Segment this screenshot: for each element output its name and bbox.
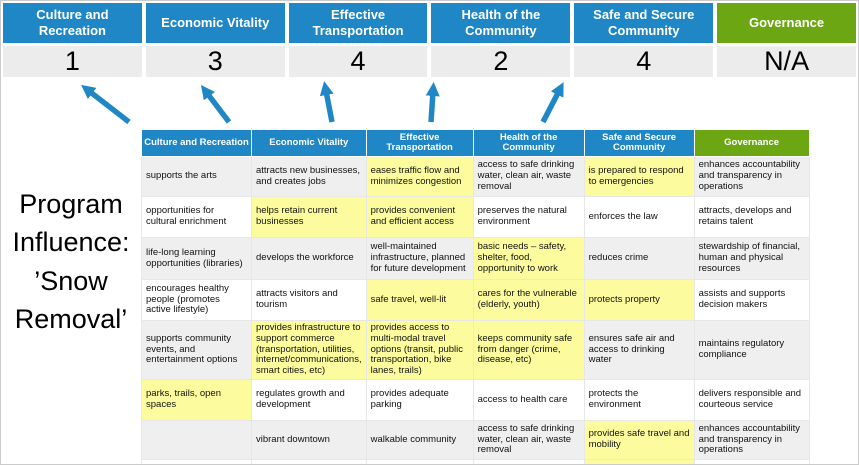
matrix-cell: encourages healthy people (promotes acti… xyxy=(141,279,252,321)
matrix-cell xyxy=(693,459,810,464)
matrix-cell: delivers responsible and courteous servi… xyxy=(693,379,810,421)
priority-score-6: N/A xyxy=(717,46,856,77)
matrix-cell: walkable community xyxy=(365,420,474,460)
matrix-row-5: supports community events, and entertain… xyxy=(141,320,810,380)
matrix-cell: provides adequate parking xyxy=(365,379,474,421)
matrix-cell-highlighted: provides convenient and efficient access xyxy=(365,196,474,238)
matrix-cell-highlighted: basic needs – safety, shelter, food, opp… xyxy=(472,237,585,280)
matrix-cell: preserves the natural environment xyxy=(472,196,585,238)
arrow-up-icon-5 xyxy=(540,82,564,124)
matrix-cell: protects the environment xyxy=(583,379,695,421)
matrix-body: supports the arts attracts new businesses… xyxy=(141,156,810,464)
matrix-cell-highlighted: provides infrastructure to support comme… xyxy=(251,320,367,380)
priority-header-1: Culture and Recreation xyxy=(3,3,142,43)
matrix-row-2: opportunities for cultural enrichment hel… xyxy=(141,196,810,238)
priority-header-5: Safe and Secure Community xyxy=(574,3,714,43)
matrix-cell: assists and supports decision makers xyxy=(693,279,810,321)
matrix-row-4: encourages healthy people (promotes acti… xyxy=(141,279,810,321)
program-label-line: Removal’ xyxy=(14,303,128,334)
priority-header-4: Health of the Community xyxy=(431,3,571,43)
matrix-cell-highlighted: provides access to multi-modal travel op… xyxy=(365,320,474,380)
influence-matrix: Culture and Recreation Economic Vitality E… xyxy=(141,129,810,464)
matrix-row-1: supports the arts attracts new businesses… xyxy=(141,156,810,197)
matrix-row-7: vibrant downtown walkable community access… xyxy=(141,420,810,460)
matrix-column-header-1: Culture and Recreation xyxy=(141,129,252,157)
matrix-cell-highlighted: safe travel, well-lit xyxy=(365,279,474,321)
priority-score-1: 1 xyxy=(3,46,142,77)
matrix-column-header-2: Economic Vitality xyxy=(251,129,367,157)
program-label-line: Program xyxy=(19,189,123,219)
matrix-cell: attracts, develops and retains talent xyxy=(693,196,810,238)
matrix-cell: reduces crime xyxy=(583,237,695,280)
program-label-line: Influence: xyxy=(12,227,130,258)
priority-score-4: 2 xyxy=(431,46,571,77)
matrix-row-3: life-long learning opportunities (librar… xyxy=(141,237,810,280)
priority-header-2: Economic Vitality xyxy=(145,3,285,43)
matrix-header-row: Culture and Recreation Economic Vitality E… xyxy=(141,129,810,157)
matrix-cell: stewardship of financial, human and phys… xyxy=(693,237,810,280)
program-label-line: ’Snow xyxy=(34,265,108,296)
matrix-cell: access to safe drinking water, clean air… xyxy=(472,156,585,197)
matrix-cell: ensures safe air and access to drinking … xyxy=(583,320,695,380)
matrix-column-header-5: Safe and Secure Community xyxy=(583,129,695,157)
matrix-cell: regulates growth and development xyxy=(251,379,367,421)
matrix-cell-highlighted: keeps community safe from danger (crime,… xyxy=(472,320,585,380)
score-arrows xyxy=(81,81,564,125)
matrix-cell: access to safe drinking water, clean air… xyxy=(472,420,585,460)
priority-score-3: 4 xyxy=(288,46,428,77)
matrix-cell-highlighted: protects property xyxy=(583,279,695,321)
arrow-up-icon-3 xyxy=(319,81,335,123)
matrix-cell xyxy=(365,459,474,464)
matrix-cell: well-maintained infrastructure, planned … xyxy=(365,237,474,280)
matrix-row-6: parks, trails, open spaces regulates grow… xyxy=(141,379,810,421)
matrix-cell: attracts new businesses, and creates job… xyxy=(251,156,367,197)
matrix-cell: attracts visitors and tourism xyxy=(251,279,367,321)
priority-header-6: Governance xyxy=(717,3,856,43)
matrix-cell: enhances accountability and transparency… xyxy=(693,420,810,460)
matrix-cell xyxy=(141,420,252,460)
matrix-cell-highlighted: helps retain current businesses xyxy=(251,196,367,238)
matrix-cell-highlighted: provides safe travel and mobility xyxy=(583,420,695,460)
arrow-up-icon-1 xyxy=(81,84,131,125)
matrix-cell xyxy=(251,459,367,464)
matrix-column-header-4: Health of the Community xyxy=(472,129,585,157)
matrix-cell: access to health care xyxy=(472,379,585,421)
matrix-cell: vibrant downtown xyxy=(251,420,367,460)
matrix-cell: supports community events, and entertain… xyxy=(141,320,252,380)
matrix-cell: supports the arts xyxy=(141,156,252,197)
priority-score-5: 4 xyxy=(574,46,714,77)
matrix-cell-highlighted: cares for the vulnerable (elderly, youth… xyxy=(472,279,585,321)
matrix-cell: enhances accountability and transparency… xyxy=(693,156,810,197)
matrix-cell: enforces the law xyxy=(583,196,695,238)
matrix-cell: develops the workforce xyxy=(251,237,367,280)
arrow-up-icon-2 xyxy=(200,85,232,124)
matrix-cell-highlighted: eases traffic flow and minimizes congest… xyxy=(365,156,474,197)
priority-header-3: Effective Transportation xyxy=(288,3,428,43)
matrix-cell xyxy=(141,459,252,464)
program-influence-label: Program Influence: ’Snow Removal’ xyxy=(1,185,141,338)
matrix-cell: opportunities for cultural enrichment xyxy=(141,196,252,238)
matrix-cell-highlighted: parks, trails, open spaces xyxy=(141,379,252,421)
priority-score-2: 3 xyxy=(145,46,285,77)
matrix-row-8: looks after it's most vulnerable xyxy=(141,459,810,464)
matrix-column-header-6: Governance xyxy=(693,129,810,157)
matrix-cell-highlighted: is prepared to respond to emergencies xyxy=(583,156,695,197)
matrix-cell-highlighted: looks after it's most vulnerable xyxy=(583,459,695,464)
arrow-up-icon-4 xyxy=(425,82,440,123)
matrix-cell: life-long learning opportunities (librar… xyxy=(141,237,252,280)
matrix-cell: maintains regulatory compliance xyxy=(693,320,810,380)
matrix-cell xyxy=(472,459,585,464)
matrix-column-header-3: Effective Transportation xyxy=(365,129,474,157)
scorecard: Culture and Recreation Economic Vitality E… xyxy=(3,3,856,77)
